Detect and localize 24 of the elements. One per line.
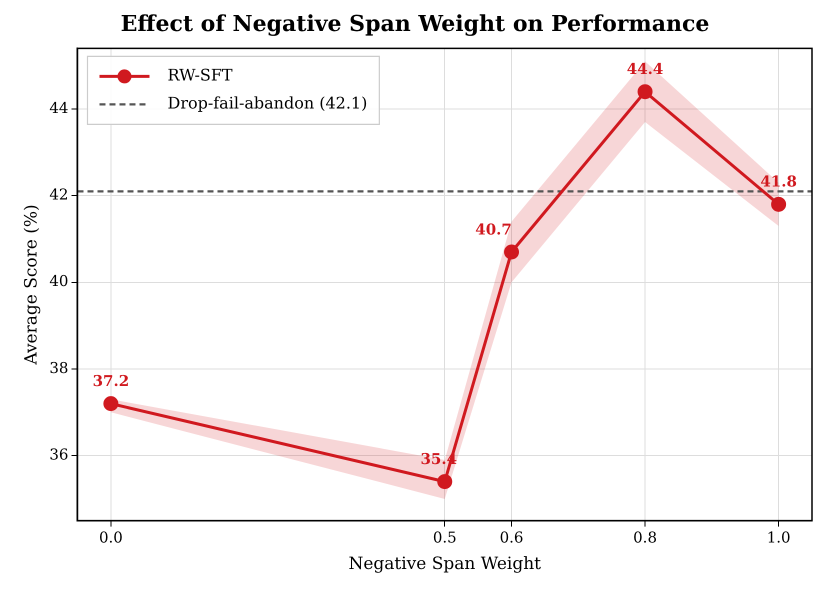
legend-label: Drop-fail-abandon (42.1) <box>167 94 368 113</box>
y-tick-label: 44 <box>49 98 68 117</box>
x-tick-label: 0.8 <box>633 528 657 546</box>
y-tick-label: 36 <box>49 446 68 464</box>
x-tick-label: 0.6 <box>500 528 524 546</box>
data-label: 37.2 <box>92 372 130 390</box>
point <box>437 474 452 490</box>
x-tick-label: 0.0 <box>98 528 123 546</box>
data-label: 44.4 <box>626 60 664 78</box>
y-axis-title: Average Score (%) <box>22 204 42 366</box>
data-label: 40.7 <box>475 220 512 238</box>
y-tick-label: 38 <box>49 358 68 377</box>
point <box>771 196 786 212</box>
x-tick-label: 1.0 <box>766 528 791 546</box>
y-tick-label: 42 <box>49 186 68 204</box>
chart-title: Effect of Negative Span Weight on Performance <box>120 10 710 37</box>
legend-label: RW-SFT <box>167 66 233 85</box>
point <box>103 396 118 412</box>
point <box>504 244 520 260</box>
y-tick-label: 40 <box>49 272 68 290</box>
x-axis-title: Negative Span Weight <box>348 554 542 574</box>
data-label: 41.8 <box>760 172 797 191</box>
point <box>638 84 653 100</box>
x-tick-label: 0.5 <box>432 528 457 546</box>
